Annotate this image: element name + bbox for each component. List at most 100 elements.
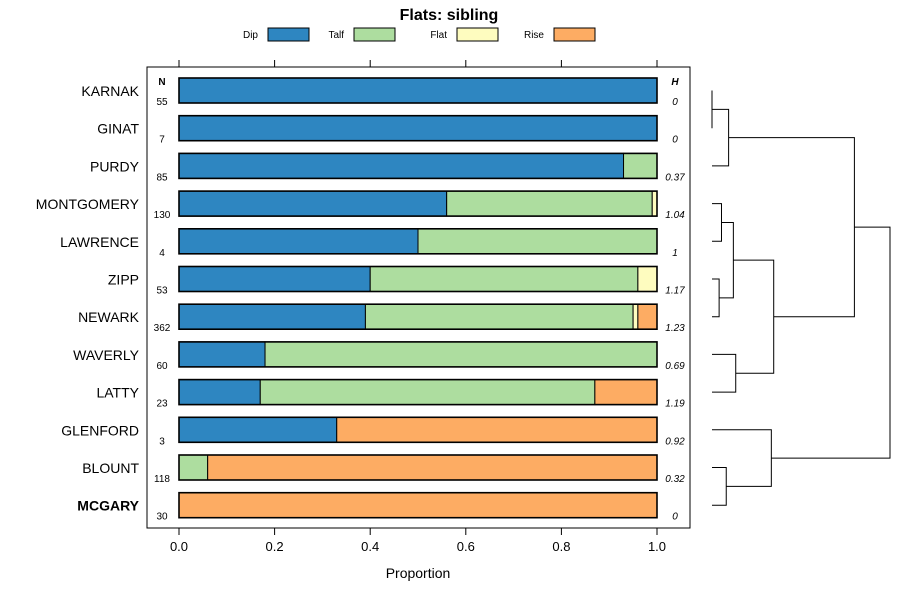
bar-outline bbox=[178, 152, 658, 180]
bar-segment-talf bbox=[417, 228, 658, 255]
category-label: WAVERLY bbox=[73, 347, 140, 363]
h-value: 1.23 bbox=[665, 323, 685, 334]
bar-segment-talf bbox=[259, 379, 596, 406]
category-label: LATTY bbox=[96, 385, 139, 401]
row-montgomery: MONTGOMERY 130 1.04 bbox=[36, 190, 685, 221]
bar-segment-dip bbox=[178, 228, 419, 255]
bar-segment-flat bbox=[632, 303, 639, 330]
x-tick-label: 0.2 bbox=[266, 539, 284, 554]
legend-label-flat: Flat bbox=[430, 30, 447, 41]
dendrogram-branch bbox=[712, 467, 727, 506]
bar-segment-dip bbox=[178, 416, 338, 443]
bar-outline bbox=[178, 416, 658, 444]
row-zipp: ZIPP 53 1.17 bbox=[108, 265, 685, 297]
bar-outline bbox=[178, 303, 658, 331]
top-axis-ticks bbox=[178, 60, 658, 67]
dendrogram-branch bbox=[712, 278, 720, 318]
row-karnak: KARNAK 55 0 bbox=[81, 77, 678, 108]
x-axis: 0.0 0.2 0.4 0.6 0.8 1.0 bbox=[170, 528, 666, 554]
n-column-header: N bbox=[158, 77, 165, 88]
legend-swatch-flat bbox=[456, 27, 499, 42]
n-value: 3 bbox=[159, 436, 165, 447]
legend-label-dip: Dip bbox=[243, 30, 258, 41]
bar-outline bbox=[178, 491, 658, 519]
row-waverly: WAVERLY 60 0.69 bbox=[73, 341, 685, 372]
h-value: 0 bbox=[672, 97, 678, 108]
h-value: 0 bbox=[672, 135, 678, 146]
row-glenford: GLENFORD 3 0.92 bbox=[61, 416, 685, 447]
category-label: MONTGOMERY bbox=[36, 196, 140, 212]
legend-label-talf: Talf bbox=[328, 30, 344, 41]
h-value: 1.17 bbox=[665, 286, 685, 297]
h-value: 0 bbox=[672, 512, 678, 523]
h-value: 0.32 bbox=[665, 474, 685, 485]
category-label: KARNAK bbox=[81, 83, 139, 99]
h-value: 0.69 bbox=[665, 361, 685, 372]
dendrogram-branch bbox=[728, 137, 855, 318]
dendrogram-branch bbox=[712, 203, 722, 242]
row-newark: NEWARK 362 1.23 bbox=[78, 303, 685, 334]
bar-segment-talf bbox=[264, 341, 658, 368]
bar-segment-talf bbox=[178, 454, 209, 481]
x-tick-label: 0.0 bbox=[170, 539, 188, 554]
bar-outline bbox=[178, 190, 658, 217]
bar-segment-flat bbox=[637, 266, 658, 292]
h-value: 1.19 bbox=[665, 399, 685, 410]
h-value: 1.04 bbox=[665, 210, 685, 221]
bar-segment-rise bbox=[594, 379, 658, 406]
bar-outline bbox=[178, 265, 658, 293]
n-value: 23 bbox=[156, 399, 168, 410]
bar-segment-dip bbox=[178, 77, 658, 104]
n-value: 85 bbox=[156, 172, 168, 183]
n-value: 4 bbox=[159, 248, 165, 259]
bar-segment-dip bbox=[178, 379, 261, 406]
category-label: MCGARY bbox=[77, 498, 139, 514]
h-value: 0.92 bbox=[665, 436, 685, 447]
category-label: LAWRENCE bbox=[60, 234, 139, 250]
dendrogram bbox=[711, 90, 891, 506]
legend-swatch-talf bbox=[353, 27, 396, 42]
bar-segment-dip bbox=[178, 152, 625, 179]
dendrogram-branch bbox=[771, 226, 891, 459]
legend-label-rise: Rise bbox=[524, 30, 544, 41]
n-value: 7 bbox=[159, 135, 165, 146]
row-purdy: PURDY 85 0.37 bbox=[90, 152, 685, 183]
row-blount: BLOUNT 118 0.32 bbox=[82, 454, 685, 485]
category-label: GLENFORD bbox=[61, 422, 139, 438]
n-value: 60 bbox=[156, 361, 168, 372]
bar-segment-talf bbox=[369, 266, 639, 292]
bar-outline bbox=[178, 341, 658, 368]
row-latty: LATTY 23 1.19 bbox=[96, 378, 685, 410]
category-label: ZIPP bbox=[108, 272, 139, 288]
h-value: 1 bbox=[672, 248, 678, 259]
dendrogram-branch bbox=[712, 108, 730, 167]
legend-swatch-dip bbox=[267, 27, 310, 42]
x-tick-label: 0.8 bbox=[552, 539, 570, 554]
bar-segment-talf bbox=[623, 152, 658, 179]
chart-title: Flats: sibling bbox=[400, 7, 499, 24]
x-tick-label: 1.0 bbox=[648, 539, 666, 554]
bar-segment-dip bbox=[178, 303, 366, 330]
legend: Dip Talf Flat Rise bbox=[243, 27, 596, 42]
n-value: 30 bbox=[156, 512, 168, 523]
dendrogram-branch bbox=[712, 429, 772, 487]
h-value: 0.37 bbox=[665, 172, 685, 183]
dendrogram-branch bbox=[712, 353, 737, 393]
bar-segment-talf bbox=[446, 190, 653, 217]
row-lawrence: LAWRENCE 4 1 bbox=[60, 228, 678, 259]
category-label: PURDY bbox=[90, 158, 140, 174]
n-value: 118 bbox=[154, 474, 170, 485]
n-value: 130 bbox=[154, 210, 171, 221]
category-label: BLOUNT bbox=[82, 460, 139, 476]
bar-outline bbox=[178, 454, 658, 481]
bar-outline bbox=[178, 77, 658, 104]
bar-segment-dip bbox=[178, 341, 266, 368]
bar-segment-dip bbox=[178, 115, 658, 142]
x-tick-label: 0.6 bbox=[457, 539, 475, 554]
x-axis-label: Proportion bbox=[386, 565, 451, 581]
bar-segment-dip bbox=[178, 190, 448, 217]
row-ginat: GINAT 7 0 bbox=[97, 114, 678, 146]
n-value: 55 bbox=[156, 97, 168, 108]
